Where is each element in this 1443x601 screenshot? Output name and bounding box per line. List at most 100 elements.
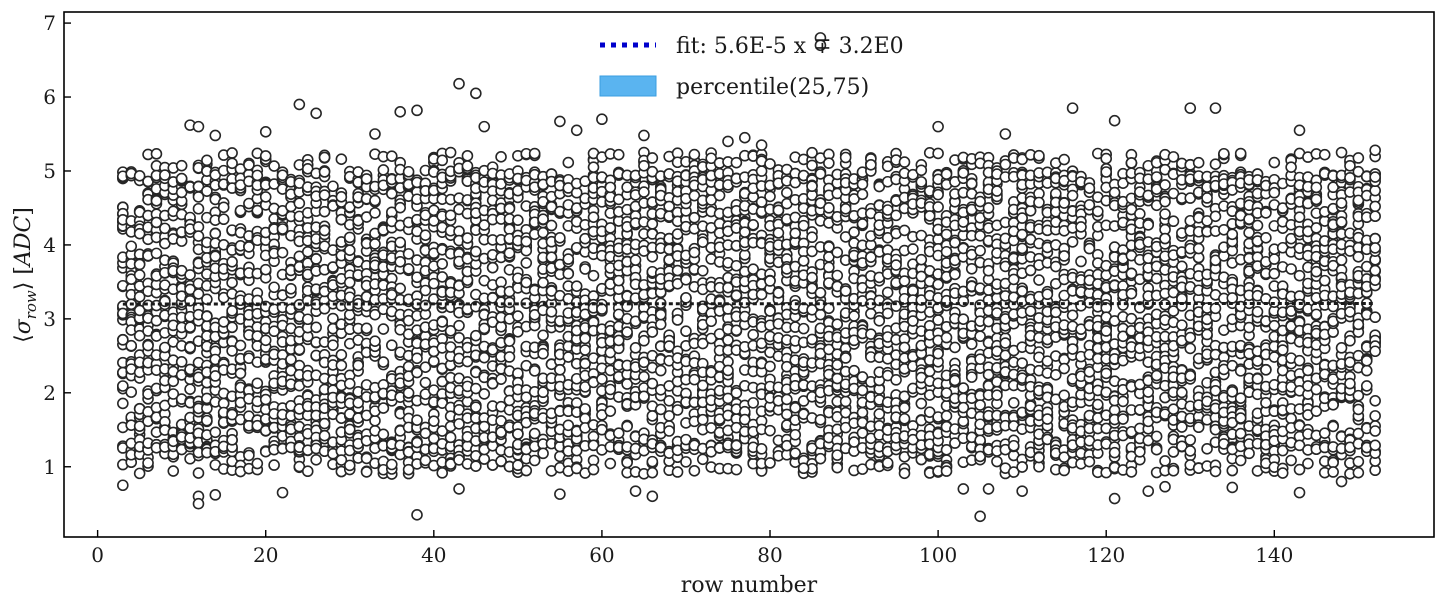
scatter-point bbox=[495, 151, 507, 163]
scatter-point bbox=[1033, 196, 1045, 209]
scatter-point bbox=[848, 310, 860, 322]
scatter-point bbox=[201, 414, 213, 427]
scatter-point bbox=[394, 256, 406, 268]
scatter-point bbox=[125, 339, 138, 352]
scatter-point bbox=[411, 414, 423, 426]
scatter-point bbox=[638, 186, 650, 198]
scatter-point bbox=[209, 426, 222, 439]
scatter-point bbox=[201, 185, 213, 197]
scatter-point bbox=[1159, 195, 1171, 208]
scatter-point bbox=[554, 232, 566, 244]
scatter-point bbox=[562, 351, 575, 363]
scatter-point bbox=[949, 268, 961, 281]
scatter-point bbox=[991, 185, 1003, 197]
scatter-point bbox=[663, 425, 675, 437]
scatter-point bbox=[696, 413, 709, 426]
scatter-point bbox=[259, 263, 272, 276]
scatter-point bbox=[360, 322, 373, 335]
scatter-point bbox=[209, 227, 222, 240]
scatter-point bbox=[394, 236, 406, 249]
scatter-point bbox=[335, 191, 348, 203]
scatter-point bbox=[696, 265, 709, 277]
scatter-point bbox=[1150, 171, 1163, 183]
scatter-point bbox=[982, 264, 995, 277]
scatter-point bbox=[1108, 446, 1121, 459]
scatter-point bbox=[898, 401, 911, 414]
scatter-point bbox=[638, 334, 650, 347]
scatter-point bbox=[1134, 208, 1146, 220]
scatter-point bbox=[646, 251, 659, 263]
scatter-point bbox=[604, 457, 617, 470]
scatter-point bbox=[671, 466, 684, 478]
scatter-point bbox=[923, 210, 936, 222]
scatter-point bbox=[646, 218, 659, 230]
scatter-point bbox=[1150, 443, 1163, 456]
scatter-point bbox=[680, 456, 692, 468]
scatter-point bbox=[528, 365, 541, 377]
scatter-point bbox=[276, 246, 289, 259]
scatter-point bbox=[781, 393, 793, 406]
scatter-point bbox=[520, 464, 533, 477]
scatter-point bbox=[713, 189, 726, 202]
scatter-point bbox=[310, 454, 322, 466]
scatter-point bbox=[730, 156, 743, 169]
scatter-point bbox=[856, 188, 869, 201]
scatter-point bbox=[369, 207, 381, 219]
scatter-point bbox=[772, 287, 785, 299]
scatter-point bbox=[318, 166, 331, 178]
scatter-point bbox=[680, 325, 692, 338]
scatter-point bbox=[470, 245, 482, 258]
scatter-point bbox=[1159, 232, 1171, 245]
scatter-point bbox=[915, 164, 928, 177]
scatter-point bbox=[251, 377, 264, 390]
scatter-point bbox=[839, 151, 852, 164]
scatter-point bbox=[243, 449, 255, 462]
scatter-point bbox=[957, 313, 970, 325]
scatter-point bbox=[385, 458, 398, 471]
scatter-point bbox=[730, 387, 743, 399]
scatter-point bbox=[142, 339, 154, 352]
scatter-point bbox=[226, 304, 238, 317]
scatter-point bbox=[579, 403, 591, 415]
scatter-point bbox=[1016, 461, 1028, 473]
scatter-point bbox=[982, 315, 995, 328]
scatter-point bbox=[520, 257, 533, 269]
scatter-point bbox=[839, 202, 852, 215]
scatter-point bbox=[764, 190, 776, 203]
scatter-point bbox=[343, 459, 356, 472]
scatter-point bbox=[1024, 305, 1037, 318]
scatter-point bbox=[150, 216, 163, 229]
scatter-point bbox=[654, 308, 667, 321]
scatter-point bbox=[343, 231, 356, 244]
scatter-point bbox=[772, 227, 785, 239]
scatter-point bbox=[301, 465, 314, 478]
scatter-point bbox=[814, 413, 827, 426]
scatter-point bbox=[217, 213, 230, 226]
scatter-point bbox=[159, 169, 171, 181]
scatter-point bbox=[419, 284, 432, 297]
scatter-point bbox=[1066, 189, 1079, 202]
scatter-point bbox=[1058, 250, 1070, 262]
scatter-point bbox=[856, 218, 869, 230]
scatter-point bbox=[806, 159, 818, 172]
scatter-point bbox=[890, 374, 902, 386]
scatter-point bbox=[999, 337, 1012, 349]
scatter-point bbox=[125, 240, 138, 253]
scatter-point bbox=[117, 334, 129, 346]
scatter-point bbox=[1049, 260, 1062, 273]
scatter-point bbox=[327, 339, 339, 351]
scatter-point bbox=[1007, 397, 1020, 409]
scatter-point bbox=[974, 399, 986, 411]
scatter-point bbox=[940, 410, 953, 422]
scatter-point bbox=[192, 202, 205, 215]
scatter-point bbox=[1058, 389, 1070, 402]
scatter-point bbox=[150, 195, 163, 207]
scatter-point bbox=[1066, 343, 1079, 355]
scatter-point bbox=[898, 156, 911, 168]
scatter-point bbox=[747, 328, 760, 341]
scatter-point bbox=[133, 467, 146, 480]
scatter-point bbox=[671, 404, 684, 416]
scatter-point bbox=[259, 150, 272, 162]
scatter-point bbox=[436, 154, 449, 167]
scatter-point bbox=[133, 170, 146, 182]
